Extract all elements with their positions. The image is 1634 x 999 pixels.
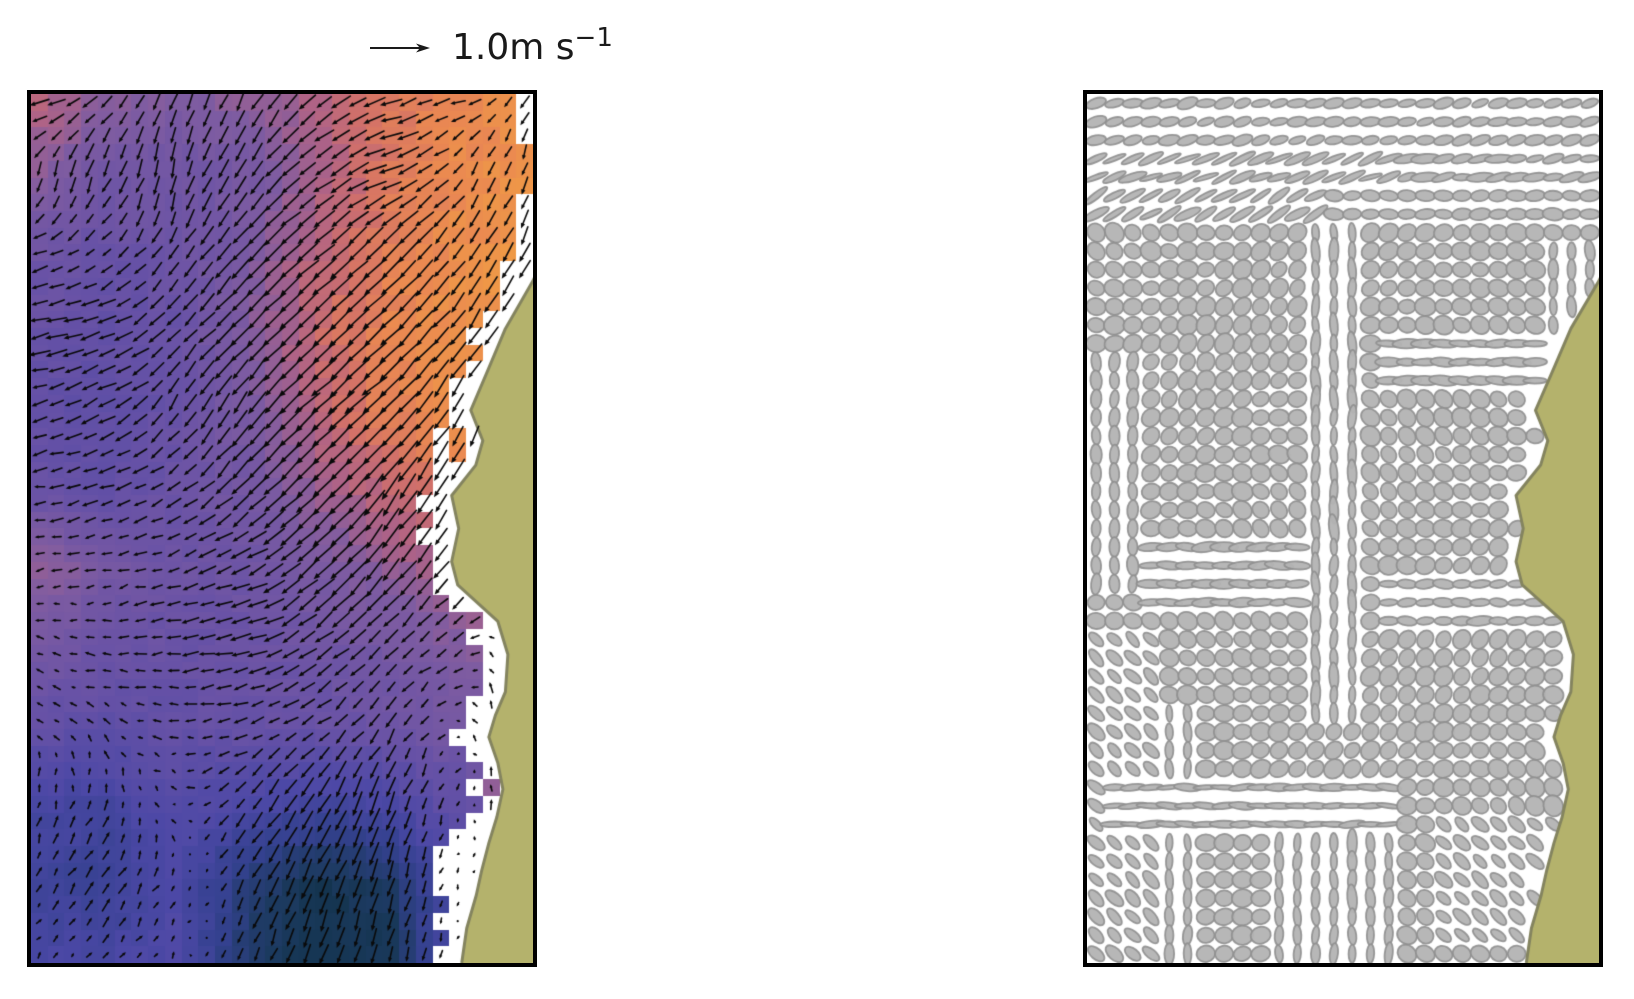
velocity-quiver-canvas — [31, 94, 533, 963]
velocity-quiver-panel — [27, 90, 537, 967]
quiver-key-arrow-icon — [370, 43, 430, 53]
quiver-key-exponent: −1 — [574, 23, 613, 53]
variance-ellipse-panel — [1083, 90, 1603, 967]
quiver-key-label: 1.0m s−1 — [452, 23, 613, 68]
quiver-key: 1.0m s−1 — [368, 23, 613, 68]
variance-ellipse-canvas — [1087, 94, 1599, 963]
